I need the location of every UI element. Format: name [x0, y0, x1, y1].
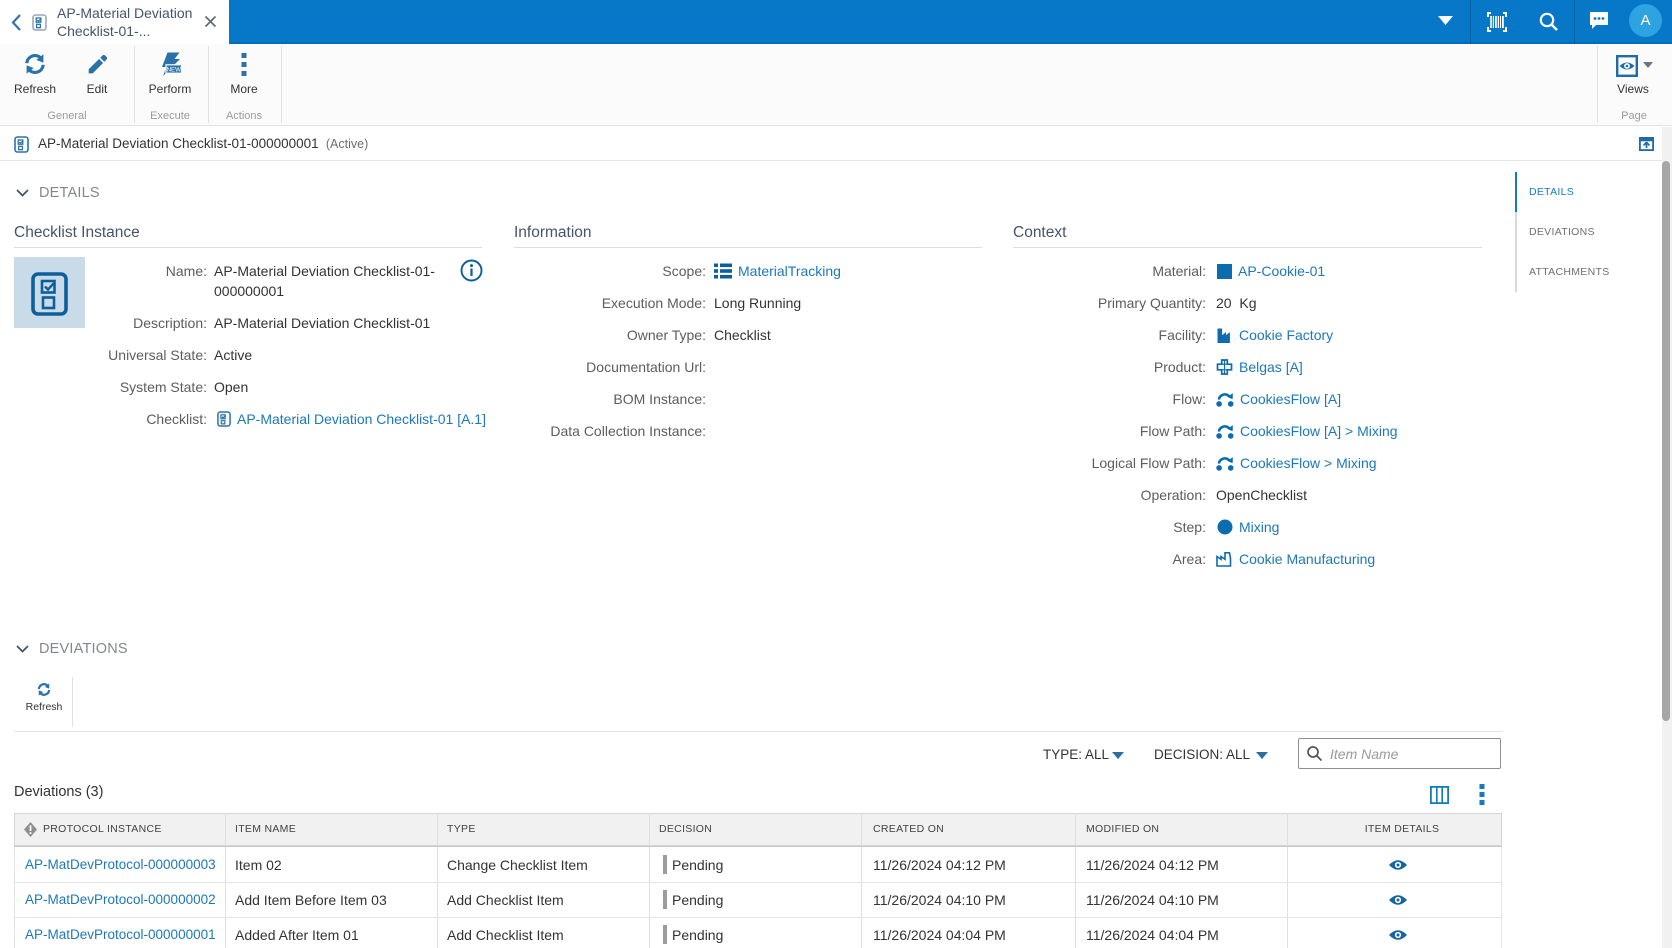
svg-text:NEW: NEW	[167, 66, 182, 73]
